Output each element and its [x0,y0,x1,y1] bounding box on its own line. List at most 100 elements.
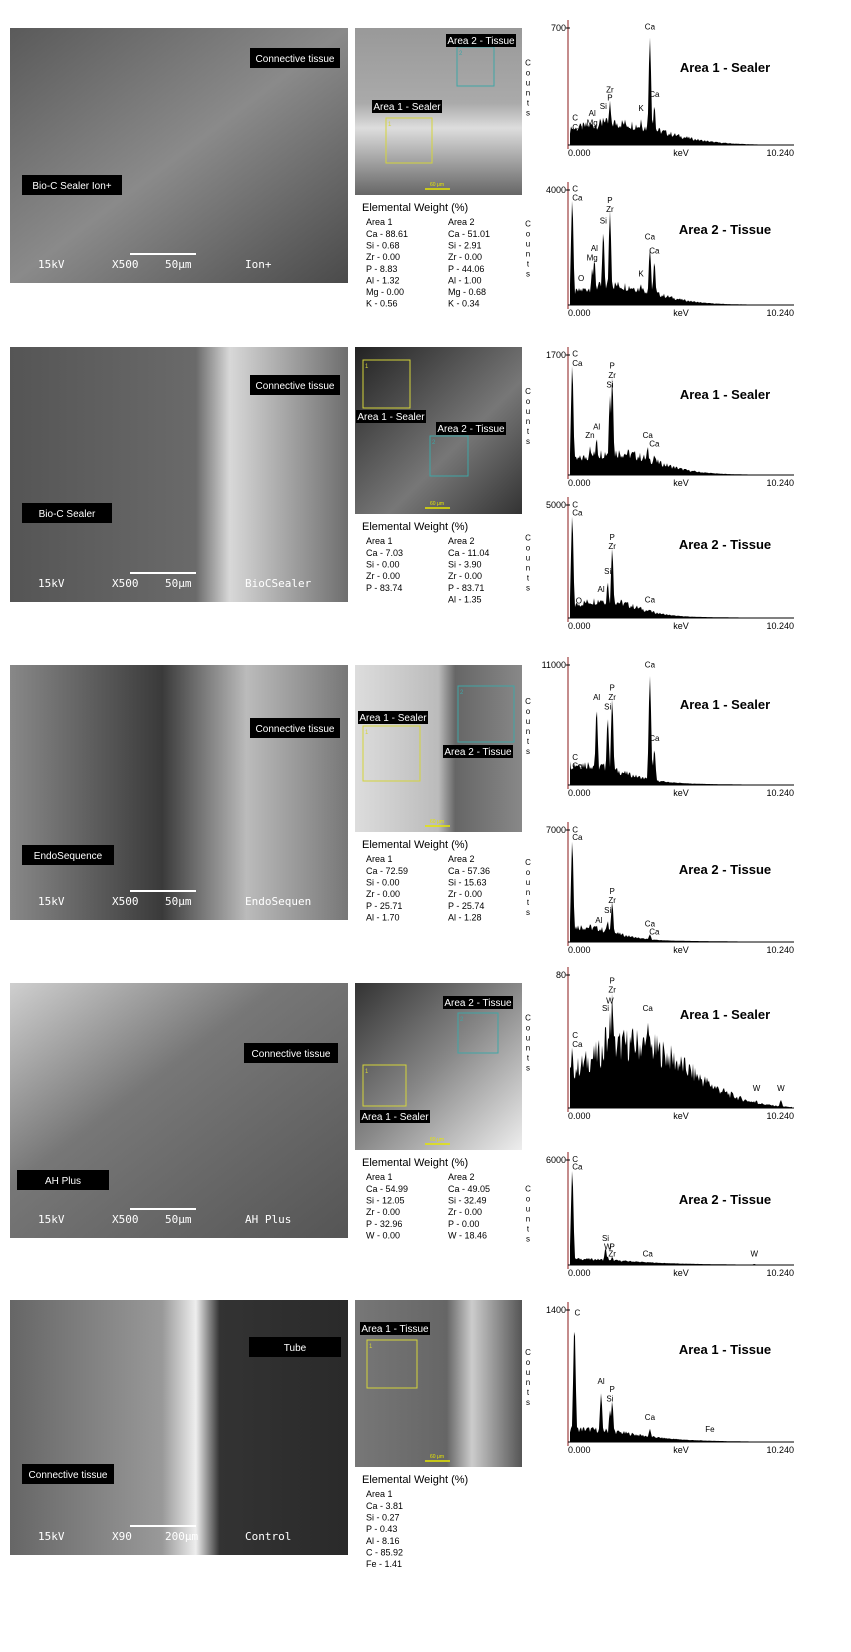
table-cell: P - 44.06 [448,264,484,274]
peak-label: Ca [572,508,583,517]
peak-label: Ca [645,661,656,670]
x-min: 0.000 [568,788,591,798]
peak-label: P [610,533,615,542]
table-header: Area 1 [366,1172,393,1182]
x-max: 10.240 [766,945,794,955]
peak-label: Si [604,906,611,915]
table-cell: Mg - 0.00 [366,287,404,297]
peak-label: Ca [572,1040,583,1049]
y-max: 4000 [546,185,566,195]
peak-label: C [572,1031,578,1040]
peak-label: P [610,361,615,370]
peak-label: P [610,1385,615,1394]
x-min: 0.000 [568,945,591,955]
table-cell: Si - 32.49 [448,1196,487,1206]
sem-footer: X500 [112,258,139,271]
peak-label: Al [598,585,605,594]
table-cell: C - 85.92 [366,1547,403,1557]
peak-label: Fe [705,1425,715,1434]
peak-label: P [607,94,612,103]
table-cell: P - 83.71 [448,583,484,593]
peak-label: P [610,976,615,985]
table-cell: Fe - 1.41 [366,1559,402,1569]
peak-label: W [750,1250,758,1259]
peak-label: Al [595,916,602,925]
x-min: 0.000 [568,478,591,488]
spectrum-title: Area 2 - Tissue [679,222,771,237]
y-max: 80 [556,970,566,980]
x-min: 0.000 [568,148,591,158]
sem-footer: X500 [112,577,139,590]
peak-label: Ca [649,90,660,99]
peak-label: Si [600,102,607,111]
table-cell: P - 0.00 [448,1219,479,1229]
sem-label: Connective tissue [252,1049,331,1060]
peak-label: Si [602,1004,609,1013]
table-cell: Zr - 0.00 [448,252,482,262]
peak-label: Mg [587,118,598,127]
table-cell: P - 25.74 [448,901,484,911]
table-cell: Ca - 54.99 [366,1184,408,1194]
peak-label: Zr [608,986,616,995]
table-cell: Zr - 0.00 [448,1207,482,1217]
y-max: 6000 [546,1155,566,1165]
peak-label: Ca [649,734,660,743]
peak-label: W [777,1084,785,1093]
sem-label: Bio-C Sealer [39,509,96,520]
table-cell: Al - 8.16 [366,1536,400,1546]
table-cell: Ca - 3.81 [366,1501,403,1511]
spectrum-title: Area 1 - Sealer [680,697,770,712]
peak-label: Zr [608,542,616,551]
table-cell: Ca - 11.04 [448,548,489,558]
peak-label: Si [600,217,607,226]
table-header: Area 2 [448,217,475,227]
sem-footer: 50μm [165,258,192,271]
spectrum-title: Area 2 - Tissue [679,537,771,552]
peak-label: Zr [608,896,616,905]
x-unit: keV [673,148,689,158]
page: {"rows":[ {"sem":{"labels":["Connective … [0,0,851,1652]
table-cell: Al - 1.28 [448,912,482,922]
x-min: 0.000 [568,1268,591,1278]
area-label: Area 2 - Tissue [444,998,512,1009]
sem-footer: Control [245,1530,291,1543]
peak-label: Mg [587,253,598,262]
peak-label: O [576,596,582,605]
table-cell: Si - 0.00 [366,878,400,888]
peak-label: Ca [645,22,656,31]
peak-label: Zr [608,1250,616,1259]
table-cell: Al - 1.32 [366,275,400,285]
peak-label: W [753,1084,761,1093]
table-cell: Zr - 0.00 [366,1207,400,1217]
table-cell: P - 25.71 [366,901,402,911]
y-axis-label: Counts [524,1348,533,1408]
peak-label: Al [589,109,596,118]
peak-label: C [572,184,578,193]
peak-label: Al [598,1377,605,1386]
area-label: Area 1 - Sealer [357,412,425,423]
table-header: Area 2 [448,854,475,864]
spectrum-title: Area 2 - Tissue [679,1192,771,1207]
x-max: 10.240 [766,1111,794,1121]
spectrum [570,842,792,942]
sem-footer: 50μm [165,1213,192,1226]
y-axis-label: Counts [524,220,533,280]
table-cell: W - 18.46 [448,1230,487,1240]
peak-label: K [638,269,644,278]
table-cell: Ca - 49.05 [448,1184,490,1194]
area-label: Area 1 - Sealer [359,713,427,724]
spectrum [570,676,792,785]
y-max: 1700 [546,350,566,360]
peak-label: Ca [645,595,656,604]
peak-label: Ca [649,439,660,448]
x-unit: keV [673,621,689,631]
spectrum [570,38,792,145]
area-label: Area 2 - Tissue [447,36,515,47]
table-header: Area 1 [366,217,393,227]
table-cell: K - 0.56 [366,299,398,309]
peak-label: C [572,114,578,123]
peak-label: C [572,349,578,358]
map-scale: 60 μm [430,1137,444,1143]
peak-label: Ca [572,359,583,368]
map-scale: 60 μm [430,1454,444,1460]
